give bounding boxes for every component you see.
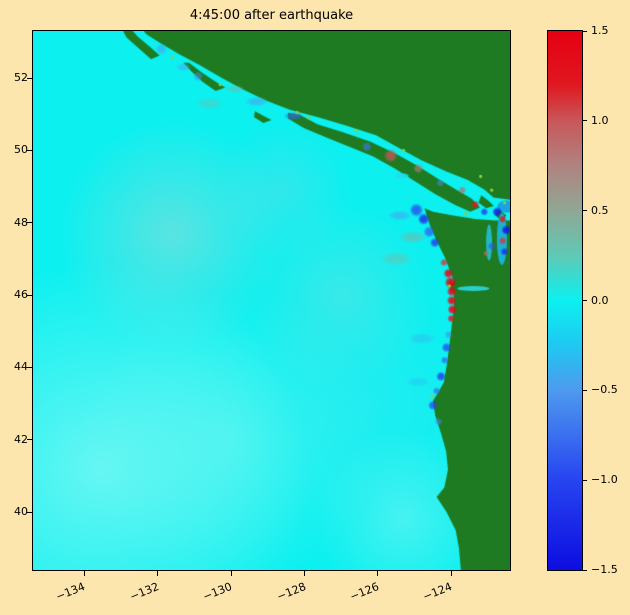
colorbar-tick-mark	[583, 210, 587, 212]
colorbar-tick-label: −1.5	[591, 563, 618, 576]
colorbar-tick-label: 0.0	[591, 293, 609, 307]
x-tick-mark	[157, 571, 159, 576]
x-tick-mark	[230, 571, 232, 576]
map-canvas	[33, 31, 510, 570]
y-tick-label: 44	[14, 360, 28, 374]
colorbar-gradient	[548, 31, 582, 570]
x-tick-label: −128	[274, 580, 308, 604]
colorbar-tick-mark	[583, 479, 587, 481]
y-tick-label: 48	[14, 215, 28, 229]
x-tick-label: −126	[347, 580, 381, 604]
y-tick-mark	[27, 439, 32, 441]
x-tick-label: −124	[421, 580, 455, 604]
colorbar-tick-label: 1.0	[591, 113, 609, 127]
x-tick-mark	[377, 571, 379, 576]
colorbar-tick-mark	[583, 300, 587, 301]
y-tick-mark	[27, 149, 32, 151]
x-tick-mark	[450, 571, 452, 576]
y-tick-label: 52	[14, 71, 28, 85]
colorbar-tick-label: 0.5	[591, 203, 609, 217]
y-tick-label: 46	[14, 288, 28, 302]
colorbar	[547, 30, 583, 571]
y-tick-mark	[27, 222, 32, 224]
colorbar-tick-label: 1.5	[591, 24, 609, 37]
y-tick-label: 50	[14, 143, 28, 157]
plot-area	[32, 30, 511, 571]
colorbar-tick-mark	[583, 120, 587, 122]
y-tick-label: 40	[14, 505, 28, 519]
x-tick-mark	[83, 571, 85, 576]
y-tick-mark	[27, 294, 32, 296]
x-tick-label: −134	[54, 580, 88, 604]
y-tick-mark	[27, 511, 32, 513]
plot-title: 4:45:00 after earthquake	[189, 8, 354, 23]
colorbar-tick-mark	[583, 30, 587, 32]
y-tick-mark	[27, 77, 32, 79]
colorbar-tick-label: −1.0	[591, 473, 618, 487]
x-tick-label: −130	[201, 580, 234, 604]
y-tick-label: 42	[14, 432, 28, 446]
x-tick-mark	[304, 571, 306, 576]
x-tick-label: −132	[127, 580, 161, 604]
colorbar-tick-label: −0.5	[591, 383, 618, 397]
colorbar-tick-mark	[583, 569, 587, 571]
colorbar-tick-mark	[583, 389, 587, 391]
y-tick-mark	[27, 366, 32, 368]
